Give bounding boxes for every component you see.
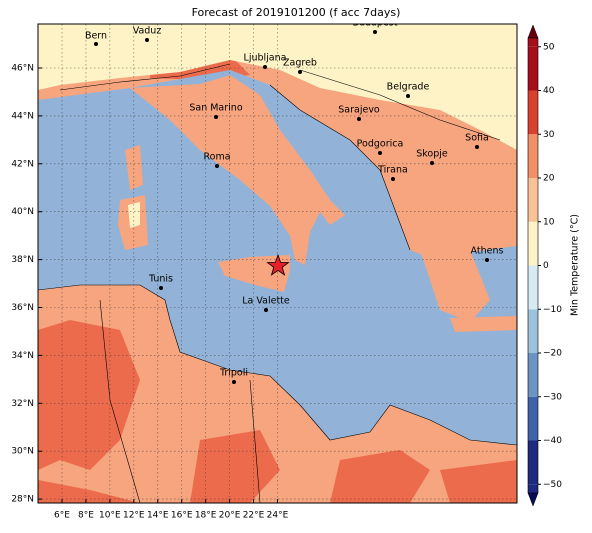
city: Bern bbox=[85, 31, 107, 46]
colorbar-tick-label: −30 bbox=[543, 392, 562, 402]
colorbar-band bbox=[528, 309, 538, 353]
city-label: Skopje bbox=[416, 149, 448, 160]
colorbar-band bbox=[528, 38, 538, 47]
city-label: Sarajevo bbox=[338, 105, 380, 116]
city-label: Sofia bbox=[465, 133, 489, 144]
city: Budapest bbox=[353, 18, 398, 34]
colorbar-band bbox=[528, 90, 538, 135]
city: La Valette bbox=[242, 296, 290, 312]
city: Podgorica bbox=[357, 139, 404, 155]
x-tick-label: 16°E bbox=[171, 511, 193, 521]
city-label: Ljubljana bbox=[244, 53, 287, 64]
city: Sarajevo bbox=[338, 105, 380, 121]
city: Tirana bbox=[377, 165, 408, 181]
land-hot bbox=[38, 55, 517, 503]
city: Athens bbox=[471, 246, 504, 262]
y-tick-label: 44°N bbox=[11, 111, 34, 121]
y-tick-label: 30°N bbox=[11, 447, 34, 457]
land-cool bbox=[38, 24, 517, 150]
colorbar-tick-label: −50 bbox=[543, 480, 562, 490]
colorbar-tick-label: −20 bbox=[543, 349, 562, 359]
islands bbox=[118, 145, 148, 250]
city-label: Vaduz bbox=[133, 26, 162, 37]
city: Sofia bbox=[465, 133, 489, 149]
y-tick-label: 38°N bbox=[11, 255, 34, 265]
city-label: Athens bbox=[471, 246, 504, 257]
axis-labels: 6°E 8°E 10°E 12°E 14°E 16°E 18°E 20°E 22°E 24°E 46… bbox=[11, 64, 288, 521]
borders bbox=[38, 63, 517, 503]
x-tick-label: 10°E bbox=[99, 511, 121, 521]
city-label: San Marino bbox=[189, 103, 242, 114]
city-label: Budapest bbox=[353, 18, 398, 29]
city-label: Tunis bbox=[148, 274, 173, 285]
colorbar-tick-label: 40 bbox=[543, 86, 555, 96]
colorbar-band bbox=[528, 178, 538, 222]
y-tick-label: 40°N bbox=[11, 207, 34, 217]
italy bbox=[130, 75, 345, 265]
city-label: Bern bbox=[85, 31, 107, 42]
colorbar-band bbox=[528, 221, 538, 266]
x-tick-label: 12°E bbox=[123, 511, 145, 521]
event-star bbox=[266, 253, 290, 276]
y-tick-label: 34°N bbox=[11, 351, 34, 361]
city: Belgrade bbox=[387, 82, 430, 98]
x-tick-label: 18°E bbox=[195, 511, 217, 521]
x-tick-label: 14°E bbox=[147, 511, 169, 521]
x-tick-label: 22°E bbox=[243, 511, 265, 521]
city: Ljubljana bbox=[244, 53, 287, 69]
map-area: Bern Vaduz Budapest Ljubljana Zagreb Bel… bbox=[38, 18, 517, 503]
y-tick-label: 42°N bbox=[11, 159, 34, 169]
y-tick-label: 28°N bbox=[11, 495, 34, 505]
colorbar-band bbox=[528, 134, 538, 178]
island-cool bbox=[128, 202, 140, 228]
city: San Marino bbox=[189, 103, 243, 119]
map-title: Forecast of 2019101200 (f acc 7days) bbox=[192, 6, 401, 19]
colorbar-label: Min Temperature (°C) bbox=[570, 214, 581, 316]
colorbar-band bbox=[528, 484, 538, 493]
x-tick-label: 20°E bbox=[219, 511, 241, 521]
colorbar: −50 −40 −30 −20 −10 0 10 20 30 40 50 bbox=[527, 24, 562, 507]
y-tick-label: 36°N bbox=[11, 303, 34, 313]
x-tick-label: 8°E bbox=[78, 511, 94, 521]
city-label: Tirana bbox=[377, 165, 408, 176]
colorbar-tick-label: −10 bbox=[543, 305, 562, 315]
greece bbox=[420, 250, 517, 332]
colorbar-tick-label: 0 bbox=[543, 261, 549, 271]
city: Zagreb bbox=[283, 58, 317, 74]
colorbar-band bbox=[528, 440, 538, 485]
city-label: Roma bbox=[203, 152, 230, 163]
city-label: Podgorica bbox=[357, 139, 404, 150]
city-label: Tripoli bbox=[219, 368, 248, 379]
city: Tripoli bbox=[219, 368, 248, 384]
y-tick-label: 32°N bbox=[11, 399, 34, 409]
colorbar-tick-label: 50 bbox=[543, 42, 555, 52]
city: Vaduz bbox=[133, 26, 162, 42]
colorbar-band bbox=[528, 46, 538, 91]
city: Skopje bbox=[416, 149, 448, 165]
colorbar-band bbox=[528, 396, 538, 441]
x-tick-label: 24°E bbox=[267, 511, 289, 521]
x-tick-label: 6°E bbox=[54, 511, 70, 521]
colorbar-band bbox=[528, 265, 538, 310]
colorbar-tick-label: 20 bbox=[543, 174, 555, 184]
city-label: Zagreb bbox=[283, 58, 317, 69]
colorbar-extend bbox=[527, 492, 539, 507]
city-label: La Valette bbox=[242, 296, 290, 307]
colorbar-band bbox=[528, 353, 538, 397]
city-label: Belgrade bbox=[387, 82, 430, 93]
city: Roma bbox=[203, 152, 231, 168]
colorbar-extend bbox=[527, 24, 539, 39]
cities: Bern Vaduz Budapest Ljubljana Zagreb Bel… bbox=[85, 18, 504, 384]
city: Tunis bbox=[148, 274, 173, 290]
colorbar-tick-label: 30 bbox=[543, 130, 555, 140]
colorbar-tick-label: −40 bbox=[543, 436, 562, 446]
y-tick-label: 46°N bbox=[11, 64, 34, 74]
colorbar-tick-label: 10 bbox=[543, 217, 555, 227]
